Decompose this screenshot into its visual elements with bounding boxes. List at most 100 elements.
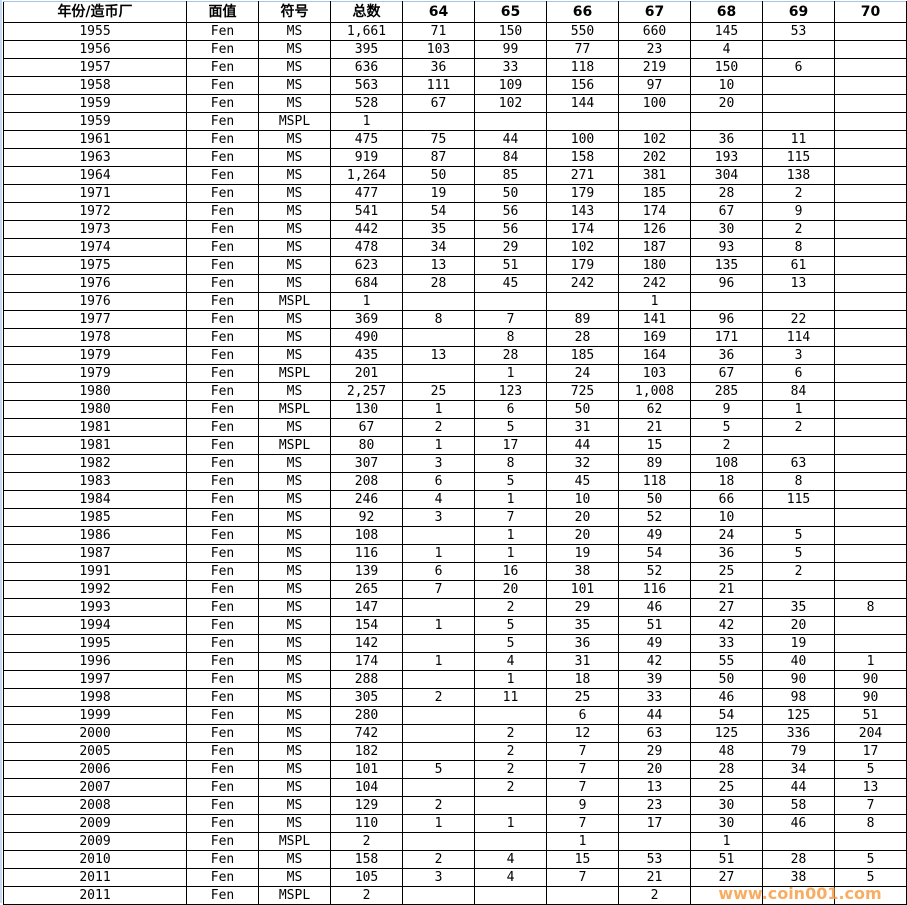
cell-64 [402, 328, 475, 347]
cell-66: 185 [546, 346, 619, 365]
cell-denomination: Fen [186, 382, 259, 401]
cell-year: 1957 [3, 58, 187, 77]
cell-67: 39 [618, 670, 691, 689]
cell-67: 660 [618, 22, 691, 41]
table-row: 1959 Fen MS 528 67 102 144 100 20 [3, 94, 907, 113]
cell-69: 1 [762, 400, 835, 419]
cell-64: 19 [402, 184, 475, 203]
cell-70 [834, 400, 907, 419]
table-row: 1984 Fen MS 246 4 1 10 50 66 115 [3, 490, 907, 509]
cell-65: 17 [474, 436, 547, 455]
cell-65 [474, 706, 547, 725]
cell-year: 1982 [3, 454, 187, 473]
cell-68: 54 [690, 706, 763, 725]
cell-70 [834, 202, 907, 221]
cell-67: 202 [618, 148, 691, 167]
table-row: 1963 Fen MS 919 87 84 158 202 193 115 [3, 148, 907, 167]
cell-67: 33 [618, 688, 691, 707]
cell-67: 2 [618, 886, 691, 905]
cell-denomination: Fen [186, 202, 259, 221]
cell-68: 145 [690, 22, 763, 41]
table-row: 2010 Fen MS 158 2 4 15 53 51 28 5 [3, 850, 907, 869]
cell-67: 15 [618, 436, 691, 455]
cell-denomination: Fen [186, 418, 259, 437]
cell-total: 623 [330, 256, 403, 275]
cell-66: 50 [546, 400, 619, 419]
cell-denomination: Fen [186, 670, 259, 689]
cell-designation: MS [258, 490, 331, 509]
cell-70 [834, 238, 907, 257]
cell-64: 2 [402, 850, 475, 869]
population-table: 年份/造币厂 面值 符号 总数 64 65 66 67 68 69 70 1955 Fen MS 1,66… [3, 1, 907, 905]
cell-64: 25 [402, 382, 475, 401]
watermark: www.coin001.com [718, 884, 882, 903]
table-row: 1983 Fen MS 208 6 5 45 118 18 8 [3, 472, 907, 491]
cell-69: 2 [762, 184, 835, 203]
cell-66: 7 [546, 814, 619, 833]
table-row: 1964 Fen MS 1,264 50 85 271 381 304 138 [3, 166, 907, 185]
cell-total: 395 [330, 40, 403, 59]
cell-designation: MS [258, 850, 331, 869]
cell-66 [546, 112, 619, 131]
table-row: 1977 Fen MS 369 8 7 89 141 96 22 [3, 310, 907, 329]
cell-66: 19 [546, 544, 619, 563]
cell-65: 33 [474, 58, 547, 77]
cell-year: 1984 [3, 490, 187, 509]
cell-designation: MS [258, 256, 331, 275]
table-row: 2000 Fen MS 742 2 12 63 125 336 204 [3, 724, 907, 743]
cell-69: 58 [762, 796, 835, 815]
cell-64: 35 [402, 220, 475, 239]
cell-denomination: Fen [186, 364, 259, 383]
cell-68: 28 [690, 760, 763, 779]
header-year-mint: 年份/造币厂 [3, 1, 187, 23]
cell-designation: MS [258, 40, 331, 59]
cell-64: 67 [402, 94, 475, 113]
cell-year: 1961 [3, 130, 187, 149]
cell-total: 305 [330, 688, 403, 707]
cell-67: 46 [618, 598, 691, 617]
cell-70 [834, 130, 907, 149]
cell-69: 11 [762, 130, 835, 149]
cell-designation: MS [258, 418, 331, 437]
cell-total: 201 [330, 364, 403, 383]
cell-69: 5 [762, 544, 835, 563]
table-row: 1976 Fen MS 684 28 45 242 242 96 13 [3, 274, 907, 293]
cell-designation: MS [258, 598, 331, 617]
cell-66: 143 [546, 202, 619, 221]
cell-total: 110 [330, 814, 403, 833]
cell-denomination: Fen [186, 598, 259, 617]
cell-65: 11 [474, 688, 547, 707]
table-row: 1995 Fen MS 142 5 36 49 33 19 [3, 634, 907, 653]
cell-year: 1964 [3, 166, 187, 185]
cell-68: 5 [690, 418, 763, 437]
cell-70 [834, 472, 907, 491]
cell-70 [834, 454, 907, 473]
cell-70: 5 [834, 760, 907, 779]
cell-70 [834, 418, 907, 437]
table-row: 1972 Fen MS 541 54 56 143 174 67 9 [3, 202, 907, 221]
cell-70 [834, 526, 907, 545]
cell-67: 185 [618, 184, 691, 203]
cell-65: 28 [474, 346, 547, 365]
cell-69: 5 [762, 526, 835, 545]
cell-65: 150 [474, 22, 547, 41]
cell-designation: MS [258, 742, 331, 761]
table-row: 1982 Fen MS 307 3 8 32 89 108 63 [3, 454, 907, 473]
cell-69 [762, 508, 835, 527]
cell-67: 52 [618, 508, 691, 527]
cell-67: 49 [618, 526, 691, 545]
cell-68: 67 [690, 202, 763, 221]
cell-70 [834, 22, 907, 41]
cell-64: 1 [402, 652, 475, 671]
cell-69: 28 [762, 850, 835, 869]
cell-65: 56 [474, 202, 547, 221]
table-row: 1987 Fen MS 116 1 1 19 54 36 5 [3, 544, 907, 563]
table-row: 1992 Fen MS 265 7 20 101 116 21 [3, 580, 907, 599]
cell-total: 490 [330, 328, 403, 347]
cell-69: 44 [762, 778, 835, 797]
cell-designation: MS [258, 706, 331, 725]
cell-year: 2010 [3, 850, 187, 869]
cell-66: 9 [546, 796, 619, 815]
cell-65: 4 [474, 652, 547, 671]
cell-total: 174 [330, 652, 403, 671]
